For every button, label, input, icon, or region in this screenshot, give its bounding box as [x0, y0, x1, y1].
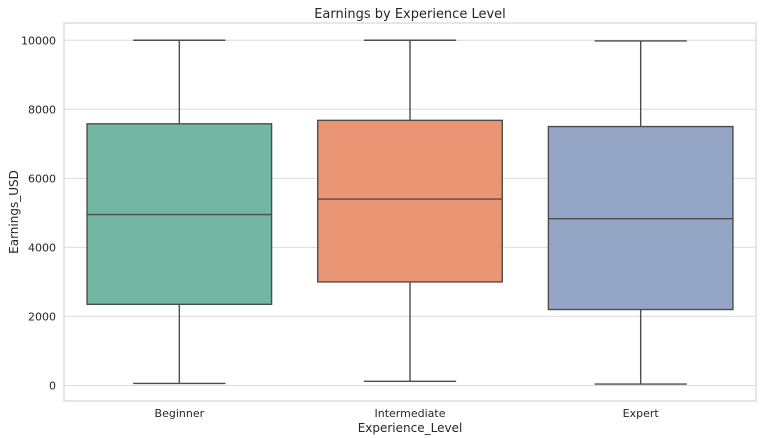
- x-tick-label: Intermediate: [375, 407, 446, 420]
- y-tick-label: 0: [49, 379, 56, 392]
- y-axis-ticks: 0 2000 4000 6000 8000 10000: [21, 34, 56, 392]
- y-tick-label: 4000: [28, 241, 56, 254]
- box-intermediate: [317, 39, 503, 383]
- x-axis-ticks: Beginner Intermediate Expert: [155, 407, 660, 420]
- box-series: [86, 39, 734, 385]
- chart-title: Earnings by Experience Level: [314, 7, 506, 22]
- x-tick-label: Beginner: [155, 407, 205, 420]
- x-tick-label: Expert: [623, 407, 660, 420]
- y-tick-label: 8000: [28, 103, 56, 116]
- y-tick-label: 2000: [28, 310, 56, 323]
- box-expert: [547, 40, 734, 385]
- y-axis-title: Earnings_USD: [7, 170, 21, 254]
- x-axis-title: Experience_Level: [358, 421, 463, 435]
- y-tick-label: 10000: [21, 34, 56, 47]
- y-tick-label: 6000: [28, 172, 56, 185]
- iqr-box: [317, 119, 503, 283]
- box-beginner: [86, 39, 273, 385]
